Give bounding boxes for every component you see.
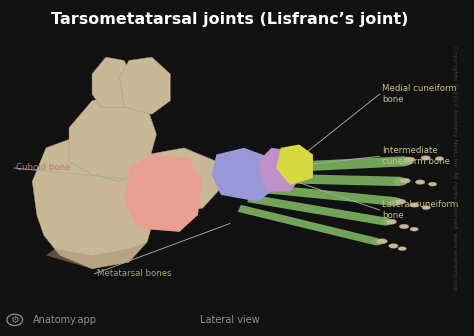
- Text: Lateral view: Lateral view: [200, 315, 260, 325]
- Ellipse shape: [422, 206, 430, 210]
- Ellipse shape: [395, 199, 406, 204]
- Polygon shape: [92, 57, 134, 108]
- Ellipse shape: [415, 180, 425, 184]
- Ellipse shape: [428, 182, 437, 186]
- Polygon shape: [124, 155, 202, 232]
- Polygon shape: [262, 173, 401, 186]
- Polygon shape: [46, 242, 147, 269]
- Polygon shape: [247, 194, 388, 226]
- Ellipse shape: [389, 198, 402, 206]
- Text: Metatarsal bones: Metatarsal bones: [97, 269, 171, 278]
- Ellipse shape: [381, 218, 392, 225]
- Ellipse shape: [410, 227, 419, 231]
- Ellipse shape: [393, 177, 408, 186]
- Polygon shape: [129, 148, 221, 212]
- Polygon shape: [69, 94, 156, 181]
- Ellipse shape: [410, 203, 419, 207]
- Ellipse shape: [435, 157, 444, 161]
- Ellipse shape: [404, 157, 415, 162]
- Ellipse shape: [389, 244, 398, 248]
- Polygon shape: [276, 144, 313, 185]
- Text: Intermediate
cuneiform bone: Intermediate cuneiform bone: [382, 146, 450, 166]
- Polygon shape: [32, 134, 156, 269]
- Ellipse shape: [386, 219, 397, 224]
- Text: Tarsometatarsal joints (Lisfranc’s joint): Tarsometatarsal joints (Lisfranc’s joint…: [51, 12, 409, 27]
- Ellipse shape: [399, 224, 409, 229]
- Polygon shape: [237, 205, 379, 245]
- Polygon shape: [266, 156, 405, 173]
- Text: Cuboid bone: Cuboid bone: [16, 164, 71, 172]
- Text: Copyrights © 2022 Anatomy Next, Inc. All rights reserved. www.anatomy.app: Copyrights © 2022 Anatomy Next, Inc. All…: [452, 46, 457, 290]
- Ellipse shape: [376, 239, 387, 244]
- Polygon shape: [258, 148, 304, 192]
- Ellipse shape: [397, 157, 412, 166]
- Polygon shape: [119, 57, 170, 114]
- Ellipse shape: [421, 156, 430, 160]
- Ellipse shape: [398, 247, 406, 251]
- Text: Anatomy.app: Anatomy.app: [33, 315, 97, 325]
- Text: Lateral cuneiform
bone: Lateral cuneiform bone: [382, 200, 458, 220]
- Text: ⚙: ⚙: [10, 315, 19, 325]
- Ellipse shape: [372, 239, 383, 245]
- Ellipse shape: [400, 178, 410, 183]
- Polygon shape: [257, 184, 397, 206]
- Text: Medial cuneiform
bone: Medial cuneiform bone: [382, 84, 457, 104]
- Polygon shape: [212, 148, 276, 202]
